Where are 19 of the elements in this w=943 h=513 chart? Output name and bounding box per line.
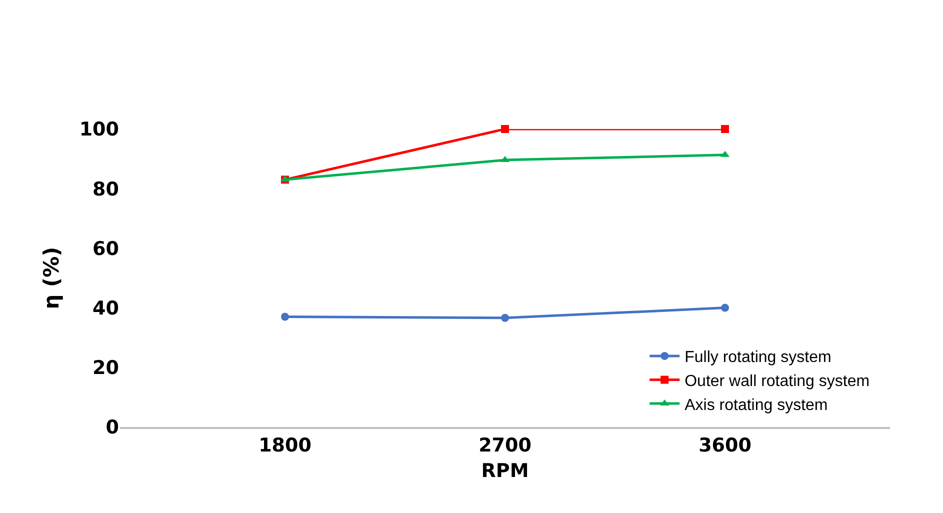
point <box>721 304 729 312</box>
x-tick-label: 3600 <box>698 434 752 457</box>
legend-label: Outer wall rotating system <box>684 372 870 390</box>
point <box>501 314 509 322</box>
legend-label: Fully rotating system <box>684 349 832 366</box>
x-tick-label: 1800 <box>258 434 312 457</box>
point <box>721 125 729 133</box>
y-tick-label: 80 <box>92 178 119 200</box>
point <box>281 312 289 321</box>
y-tick-label: 20 <box>92 357 119 380</box>
x-tick-label: 2700 <box>478 434 532 457</box>
y-tick-label: 60 <box>92 238 119 260</box>
y-axis-title: η (%) <box>39 246 64 310</box>
point <box>501 125 509 133</box>
y-tick-label: 0 <box>106 416 119 439</box>
legend-label: Axis rotating system <box>684 396 828 414</box>
x-axis-title: RPM <box>481 460 529 482</box>
y-tick-label: 100 <box>79 118 119 141</box>
y-tick-label: 40 <box>92 297 119 320</box>
